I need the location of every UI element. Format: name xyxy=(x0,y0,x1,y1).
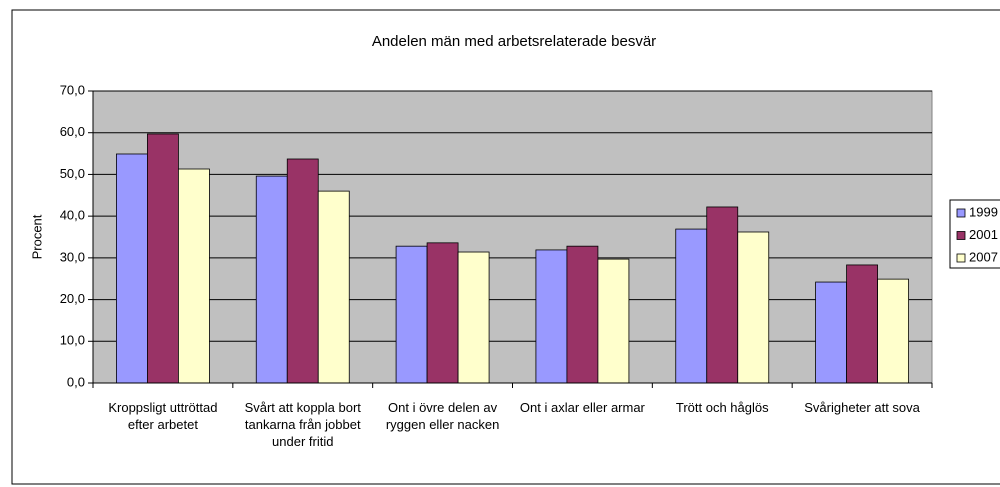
bar xyxy=(426,242,459,384)
bar xyxy=(815,281,847,384)
x-tick-label: Trött och håglös xyxy=(675,400,769,415)
bar xyxy=(178,168,210,384)
y-axis-label: Procent xyxy=(29,214,44,259)
legend-swatch xyxy=(956,231,966,240)
bar xyxy=(317,190,350,384)
plot-area xyxy=(92,90,933,384)
bar xyxy=(116,153,148,384)
x-tick-label: Kroppsligt uttröttad efter arbetet xyxy=(108,400,218,432)
bar xyxy=(286,158,319,384)
bar xyxy=(395,245,428,384)
y-tick-label: 70,0 xyxy=(60,82,85,97)
legend-swatch xyxy=(956,253,966,263)
y-tick-label: 40,0 xyxy=(60,208,85,223)
x-tick-label: Svårigheter att sova xyxy=(804,400,920,415)
bar xyxy=(846,264,878,384)
bar xyxy=(706,206,739,384)
legend-label: 1999 xyxy=(969,204,998,219)
bar xyxy=(877,278,909,384)
bar xyxy=(675,228,708,384)
bar xyxy=(255,175,288,384)
bar xyxy=(566,245,599,384)
y-tick-label: 30,0 xyxy=(60,249,85,264)
legend-label: 2007 xyxy=(969,249,998,264)
y-tick-label: 0,0 xyxy=(67,374,85,389)
bar xyxy=(535,249,568,384)
bar xyxy=(597,258,630,384)
chart-title: Andelen män med arbetsrelaterade besvär xyxy=(372,33,656,50)
bar xyxy=(147,133,179,384)
x-tick-label: Svårt att koppla bort tankarna från jobb… xyxy=(244,400,361,449)
x-tick-label: Ont i övre delen av ryggen eller nacken xyxy=(385,400,500,432)
y-tick-label: 50,0 xyxy=(60,166,85,181)
y-tick-label: 20,0 xyxy=(60,291,85,306)
bar xyxy=(457,251,490,384)
y-tick-label: 10,0 xyxy=(60,333,85,348)
y-tick-label: 60,0 xyxy=(60,124,85,139)
bar xyxy=(737,231,770,384)
legend-swatch xyxy=(956,208,966,218)
x-tick-label: Ont i axlar eller armar xyxy=(519,400,645,415)
legend-label: 2001 xyxy=(969,227,998,242)
